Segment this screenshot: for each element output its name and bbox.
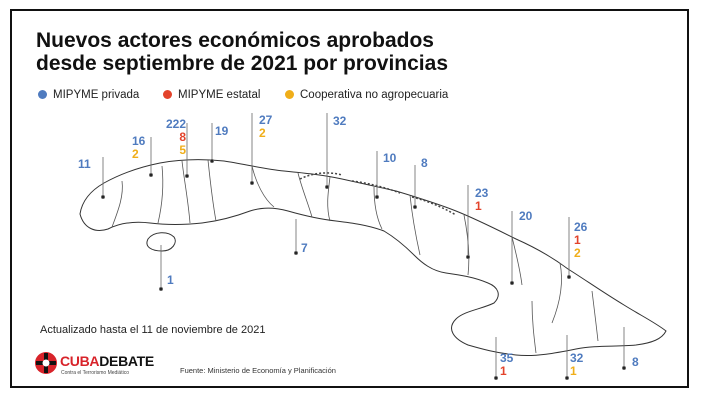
legend-label: Cooperativa no agropecuaria <box>300 89 449 101</box>
province-label: 27 2 <box>259 114 272 140</box>
province-label: 35 1 <box>500 352 513 378</box>
province-label: 23 1 <box>475 187 488 213</box>
title-line-1: Nuevos actores económicos aprobados <box>36 29 434 52</box>
province-label: 11 <box>78 158 91 171</box>
logo-tagline: Contra el Terrorismo Mediático <box>61 370 129 376</box>
updated-note: Actualizado hasta el 11 de noviembre de … <box>40 324 266 336</box>
logo-part-debate: DEBATE <box>99 353 154 369</box>
infographic-frame: Nuevos actores económicos aprobados desd… <box>10 9 689 388</box>
mipyme-privada-count: 27 <box>259 113 273 127</box>
legend-dot-red <box>163 90 172 99</box>
province-label: 1 <box>167 274 174 287</box>
mipyme-privada-count: 32 <box>570 351 584 365</box>
mipyme-privada-count: 23 <box>475 186 489 200</box>
leader-lines <box>101 113 627 380</box>
mipyme-privada-count: 20 <box>519 209 533 223</box>
legend-dot-yellow <box>285 90 294 99</box>
cooperativa-count: 2 <box>132 147 139 161</box>
cooperativa-count: 1 <box>570 364 577 378</box>
infographic-title: Nuevos actores económicos aprobados desd… <box>36 29 448 75</box>
mipyme-privada-count: 16 <box>132 134 146 148</box>
mipyme-privada-count: 26 <box>574 220 588 234</box>
mipyme-estatal-count: 1 <box>475 199 482 213</box>
logo-part-cuba: CUBA <box>60 353 100 369</box>
province-label: 19 <box>215 125 228 138</box>
cuba-island <box>79 159 667 356</box>
cooperativa-count: 2 <box>574 246 581 260</box>
mipyme-privada-count: 1 <box>167 273 174 287</box>
mipyme-privada-count: 19 <box>215 124 229 138</box>
mipyme-privada-count: 222 <box>165 117 186 131</box>
isla-de-la-juventud <box>146 232 176 252</box>
mipyme-privada-count: 32 <box>333 114 347 128</box>
cooperativa-count: 5 <box>179 143 186 157</box>
title-line-2: desde septiembre de 2021 por provincias <box>36 52 449 75</box>
province-label: 10 <box>383 152 396 165</box>
cubadebate-logo-icon <box>35 352 57 374</box>
mipyme-privada-count: 11 <box>78 157 91 171</box>
legend-label: MIPYME estatal <box>178 89 261 101</box>
province-label: 8 <box>632 356 639 369</box>
mipyme-privada-count: 7 <box>301 241 308 255</box>
province-label: 20 <box>519 210 532 223</box>
province-label: 222 8 5 <box>164 118 186 157</box>
mipyme-privada-count: 8 <box>421 156 428 170</box>
mipyme-estatal-count: 1 <box>500 364 507 378</box>
northern-cays <box>299 172 457 216</box>
cubadebate-logo: CUBADEBATE Contra el Terrorismo Mediátic… <box>34 351 154 380</box>
province-label: 26 1 2 <box>574 221 587 260</box>
legend-item-mipyme-privada: MIPYME privada <box>38 89 139 101</box>
mipyme-privada-count: 10 <box>383 151 397 165</box>
logo-wordmark: CUBADEBATE <box>60 353 154 369</box>
mipyme-privada-count: 8 <box>632 355 639 369</box>
province-label: 32 1 <box>570 352 583 378</box>
legend-dot-blue <box>38 90 47 99</box>
province-label: 8 <box>421 157 428 170</box>
mipyme-estatal-count: 8 <box>179 130 186 144</box>
mipyme-estatal-count: 1 <box>574 233 581 247</box>
mipyme-privada-count: 35 <box>500 351 514 365</box>
legend-label: MIPYME privada <box>53 89 140 101</box>
province-label: 32 <box>333 115 346 128</box>
province-label: 16 2 <box>132 135 145 161</box>
province-label: 7 <box>301 242 308 255</box>
legend-item-mipyme-estatal: MIPYME estatal <box>163 89 260 101</box>
legend-item-cooperativa: Cooperativa no agropecuaria <box>285 89 448 101</box>
cooperativa-count: 2 <box>259 126 266 140</box>
source-note: Fuente: Ministerio de Economía y Planifi… <box>180 366 336 375</box>
cuba-map <box>79 113 667 380</box>
